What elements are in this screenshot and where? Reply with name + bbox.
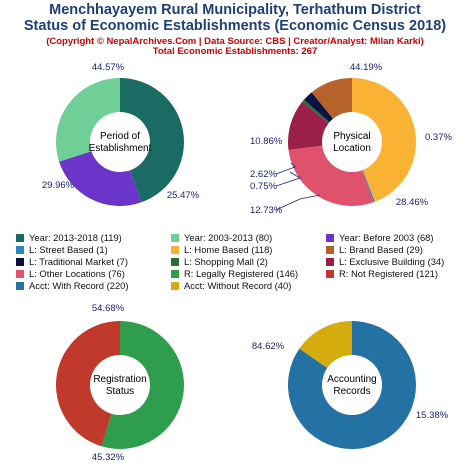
slice-percent-label: 54.68% xyxy=(92,303,125,314)
donut-hole xyxy=(322,355,382,415)
pie-center-label: Records xyxy=(333,386,370,397)
legend-label: L: Brand Based (29) xyxy=(339,244,423,255)
leader-line xyxy=(275,162,296,175)
legend-swatch xyxy=(16,270,24,278)
pie-slice-r-not-registered xyxy=(56,321,120,447)
legend-item: Acct: With Record (220) xyxy=(16,280,129,291)
legend-label: Year: Before 2003 (68) xyxy=(339,232,434,243)
legend-swatch xyxy=(171,282,179,290)
legend-item: Acct: Without Record (40) xyxy=(171,280,291,291)
slice-percent-label: 84.62% xyxy=(252,341,285,352)
legend-item: L: Brand Based (29) xyxy=(326,244,423,255)
pie-center-label: Period of xyxy=(100,131,140,142)
slice-percent-label: 44.19% xyxy=(350,62,383,73)
slice-percent-label: 12.73% xyxy=(250,205,283,216)
legend-item: R: Legally Registered (146) xyxy=(171,268,298,279)
legend-swatch xyxy=(16,246,24,254)
legend-swatch xyxy=(16,258,24,266)
pie-center-label: Establishment xyxy=(89,143,152,154)
slice-percent-label: 0.37% xyxy=(425,132,452,143)
slice-percent-label: 28.46% xyxy=(396,197,429,208)
legend-item: L: Exclusive Building (34) xyxy=(326,256,444,267)
pie-slice-year-2013-2018 xyxy=(120,78,185,203)
slice-percent-label: 29.96% xyxy=(42,180,75,191)
legend-label: Acct: With Record (220) xyxy=(29,280,129,291)
legend-item: L: Other Locations (76) xyxy=(16,268,125,279)
slice-percent-label: 44.57% xyxy=(92,62,125,73)
legend-label: L: Street Based (1) xyxy=(29,244,108,255)
slice-percent-label: 10.86% xyxy=(250,136,283,147)
legend-item: L: Shopping Mall (2) xyxy=(171,256,268,267)
slice-percent-label: 15.38% xyxy=(416,410,449,421)
legend-swatch xyxy=(16,234,24,242)
pie-center-label: Physical xyxy=(333,131,370,142)
legend-swatch xyxy=(171,234,179,242)
legend-swatch xyxy=(16,282,24,290)
donut-hole xyxy=(322,112,382,172)
legend-item: Year: Before 2003 (68) xyxy=(326,232,434,243)
pie-center-label: Accounting xyxy=(327,374,376,385)
leader-line xyxy=(275,194,321,211)
slice-percent-label: 45.32% xyxy=(92,452,125,463)
donut-hole xyxy=(90,112,150,172)
legend-swatch xyxy=(326,258,334,266)
slice-percent-label: 2.62% xyxy=(250,169,277,180)
pie-center-label: Registration xyxy=(93,374,146,385)
legend-label: L: Other Locations (76) xyxy=(29,268,125,279)
legend-swatch xyxy=(171,258,179,266)
legend-item: L: Street Based (1) xyxy=(16,244,108,255)
legend-swatch xyxy=(171,270,179,278)
chart-title-line2: Status of Economic Establishments (Econo… xyxy=(23,18,447,34)
legend-item: R: Not Registered (121) xyxy=(326,268,438,279)
leader-line xyxy=(275,171,301,187)
legend-swatch xyxy=(171,246,179,254)
chart-title: Menchhayayem Rural Municipality, Terhath… xyxy=(49,2,421,18)
pie-slice-l-home-based xyxy=(352,78,417,202)
legend-label: Acct: Without Record (40) xyxy=(184,280,292,291)
legend-swatch xyxy=(326,270,334,278)
legend-swatch xyxy=(326,246,334,254)
slice-percent-label: 25.47% xyxy=(167,190,200,201)
legend-label: Year: 2003-2013 (80) xyxy=(184,232,273,243)
copyright-subtitle: (Copyright © NepalArchives.Com | Data So… xyxy=(46,36,424,47)
legend-label: Year: 2013-2018 (119) xyxy=(29,232,122,243)
pie-center-label: Location xyxy=(333,143,371,154)
legend-label: L: Home Based (118) xyxy=(184,244,273,255)
legend-item: Year: 2013-2018 (119) xyxy=(16,232,122,243)
total-establishments: Total Economic Establishments: 267 xyxy=(152,46,318,57)
legend-label: L: Exclusive Building (34) xyxy=(339,256,445,267)
pie-center-label: Status xyxy=(106,386,134,397)
legend-label: L: Traditional Market (7) xyxy=(29,256,128,267)
legend-label: L: Shopping Mall (2) xyxy=(184,256,268,267)
legend-item: Year: 2003-2013 (80) xyxy=(171,232,272,243)
legend-label: R: Legally Registered (146) xyxy=(184,268,299,279)
slice-percent-label: 0.75% xyxy=(250,181,277,192)
legend-swatch xyxy=(326,234,334,242)
legend-item: L: Home Based (118) xyxy=(171,244,272,255)
donut-hole xyxy=(90,355,150,415)
legend-label: R: Not Registered (121) xyxy=(339,268,439,279)
legend-item: L: Traditional Market (7) xyxy=(16,256,128,267)
